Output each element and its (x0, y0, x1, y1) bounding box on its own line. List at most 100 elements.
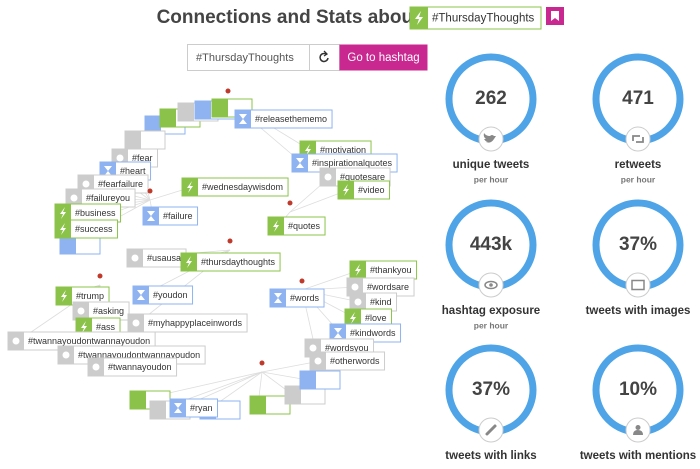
search-input[interactable] (187, 44, 310, 71)
node-icon (145, 116, 161, 134)
stat-card: 443k hashtag exposure per hour (442, 199, 540, 330)
comment-icon (309, 344, 317, 352)
stat-card: 262 unique tweets per hour (445, 53, 537, 184)
node-label: #heart (120, 166, 146, 176)
comment-icon (82, 180, 90, 188)
hashtag-node[interactable]: #thankyou (349, 260, 418, 280)
hashtag-node[interactable]: #ryan (169, 398, 219, 418)
node-label: #trump (76, 291, 104, 301)
node-label: #kind (370, 297, 392, 307)
node-icon (130, 391, 146, 409)
node-label: #quotes (288, 221, 321, 231)
user-icon (635, 425, 641, 430)
bolt-icon (343, 184, 349, 196)
hashtag-node[interactable]: #thursdaythoughts (180, 252, 281, 272)
comment-icon (351, 283, 359, 291)
hub-dot (227, 238, 233, 244)
hashtag-node[interactable]: #failure (142, 206, 199, 226)
hashtag-node[interactable]: #kindwords (329, 323, 402, 343)
node-label: #success (75, 224, 113, 234)
bolt-icon (350, 312, 356, 324)
title: Connections and Stats about (157, 7, 421, 28)
node-icon (212, 99, 228, 117)
stats: 262 unique tweets per hour 471 retweets per h… (442, 53, 696, 462)
hashtag-node[interactable]: #words (269, 288, 325, 308)
node-label: #love (365, 313, 387, 323)
node-label: #otherwords (330, 356, 380, 366)
node-label: #business (75, 208, 116, 218)
node-label: #twannayoudon (108, 362, 172, 372)
stat-value: 262 (475, 88, 507, 109)
stat-value: 10% (619, 379, 657, 400)
stat-label: retweets (615, 159, 662, 171)
retweet-icon (632, 135, 644, 143)
node-icon (330, 324, 346, 342)
hashtag-node[interactable]: #asking (72, 301, 130, 321)
hashtag-node[interactable]: #twannayoudon (87, 357, 178, 377)
eye-icon (484, 280, 498, 290)
link-icon (485, 424, 497, 436)
node-label: #twannayoudontwannayoudon (28, 336, 150, 346)
twitter-icon (483, 133, 496, 143)
search: #ThursdayThoughts Go to hashtag (187, 44, 428, 71)
hashtag-node[interactable]: #kind (349, 292, 398, 312)
comment-icon (70, 194, 78, 202)
hashtag-node[interactable]: #youdon (132, 285, 194, 305)
node-label: #asking (93, 306, 124, 316)
hashtag-node[interactable]: #failureyou (65, 188, 136, 208)
stat-value: 471 (622, 88, 654, 109)
hashtag-node[interactable]: #otherwords (309, 351, 386, 371)
stat-card: 471 retweets per hour (592, 53, 684, 184)
hashtag-node[interactable]: #releasethememo (234, 109, 333, 129)
hashtag-node[interactable]: #usausa (126, 248, 187, 268)
node-icon (150, 401, 166, 419)
hourglass-icon (296, 158, 304, 168)
bolt-icon (60, 207, 66, 219)
node-label: #usausa (147, 253, 181, 263)
bolt-icon (187, 181, 193, 193)
hashtag-node[interactable]: #wordsare (346, 277, 415, 297)
hashtag-node[interactable]: #wednesdaywisdom (181, 177, 289, 197)
hashtag-node[interactable]: #business (54, 203, 122, 223)
node-icon (292, 154, 308, 172)
stat-sublabel: per hour (621, 174, 656, 184)
hashtag-node[interactable]: #love (344, 308, 393, 328)
user-body (633, 430, 643, 435)
comment-icon (324, 173, 332, 181)
hashtag-node[interactable]: #success (54, 219, 119, 239)
stat-label: tweets with links (445, 450, 536, 462)
node-label: #ass (96, 322, 116, 332)
hashtag-node[interactable]: #video (337, 180, 391, 200)
node-icon (195, 101, 211, 119)
bolt-icon (273, 220, 279, 232)
hub-dot (299, 278, 305, 284)
hourglass-icon (334, 328, 342, 338)
hourglass-icon (274, 293, 282, 303)
go-button-label: Go to hashtag (347, 52, 419, 64)
node-label: #youdon (153, 290, 188, 300)
stat-sublabel: per hour (474, 320, 509, 330)
stat-icon-bg (625, 272, 651, 298)
hub-dot (259, 360, 265, 366)
go-button[interactable] (339, 44, 428, 71)
hourglass-icon (104, 166, 112, 176)
hashtag-node[interactable]: #trump (55, 286, 110, 306)
hashtag-node[interactable]: #myhappyplaceinwords (127, 313, 248, 333)
bolt-icon (186, 256, 192, 268)
comment-icon (132, 319, 140, 327)
reset-button[interactable] (309, 44, 340, 71)
node-icon (250, 396, 266, 414)
bolt-icon (61, 290, 67, 302)
comment-icon (77, 307, 85, 315)
node-label: #wordsyou (325, 343, 369, 353)
stat-label: tweets with images (586, 305, 691, 317)
hashtag-node[interactable]: #quotes (267, 216, 326, 236)
node-icon (125, 131, 141, 149)
stat-value: 37% (619, 234, 657, 255)
stat-icon-bg (625, 126, 651, 152)
node-label: #words (290, 293, 320, 303)
node-label: #kindwords (350, 328, 396, 338)
node-icon (270, 289, 286, 307)
comment-icon (131, 254, 139, 262)
